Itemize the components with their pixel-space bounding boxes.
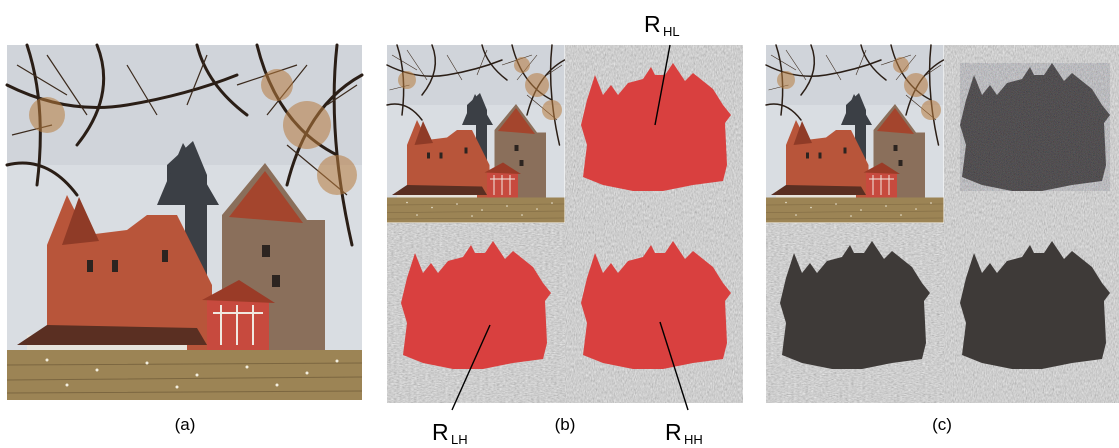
pointer-line-lh: [451, 324, 491, 411]
subband-ll: [386, 44, 566, 224]
pointer-line-hl: [654, 44, 671, 126]
label-r-hh: R HH: [665, 419, 703, 447]
panel-a-original-image: [5, 43, 364, 402]
subband-hh: [565, 223, 743, 403]
pointer-line-hh: [659, 321, 689, 411]
svg-text:HL: HL: [663, 24, 680, 39]
subband-ll-c: [765, 44, 945, 224]
subband-hh-c: [944, 223, 1119, 403]
caption-b: (b): [555, 415, 576, 434]
label-r-hl: R HL: [644, 11, 680, 39]
svg-text:R: R: [432, 419, 449, 445]
label-r-lh: R LH: [432, 419, 468, 447]
subband-lh: [387, 223, 565, 403]
panel-b-wavelet-decomposition: [386, 44, 743, 411]
svg-text:LH: LH: [451, 432, 468, 447]
caption-a: (a): [175, 415, 196, 434]
subband-hl: [565, 45, 743, 223]
svg-text:R: R: [644, 11, 661, 37]
caption-c: (c): [932, 415, 952, 434]
svg-text:R: R: [665, 419, 682, 445]
panel-c-masked-subbands: [765, 44, 1119, 403]
svg-text:HH: HH: [684, 432, 703, 447]
subband-lh-c: [766, 223, 944, 403]
subband-hl-c: [944, 45, 1119, 223]
